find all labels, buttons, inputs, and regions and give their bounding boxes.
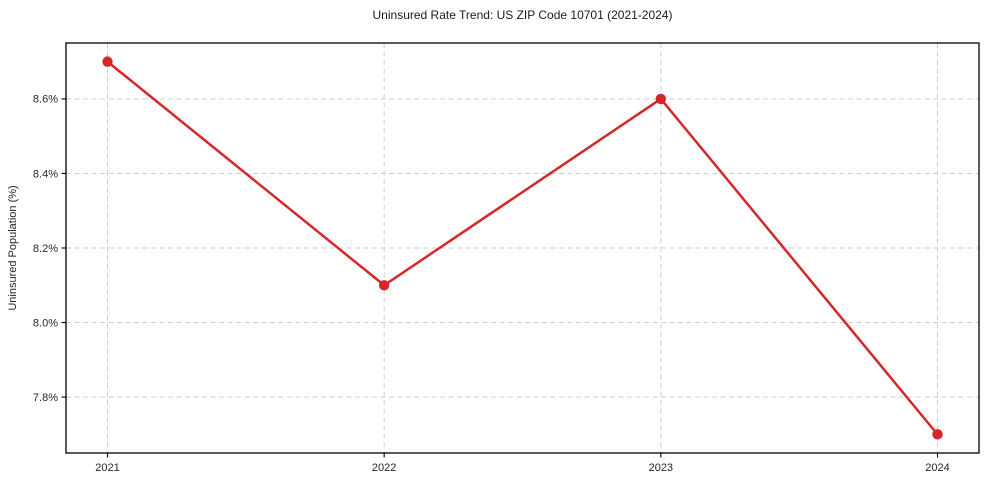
x-tick-label: 2022 <box>372 462 396 474</box>
data-point <box>932 429 943 440</box>
x-tick-label: 2024 <box>925 462 949 474</box>
data-point <box>102 56 113 67</box>
y-tick-label: 8.4% <box>33 168 58 180</box>
x-tick-label: 2023 <box>649 462 673 474</box>
x-tick-label: 2021 <box>95 462 119 474</box>
y-axis-label: Uninsured Population (%) <box>7 185 19 310</box>
y-tick-label: 8.2% <box>33 243 58 255</box>
data-point <box>655 93 667 105</box>
y-tick-label: 7.8% <box>33 392 58 404</box>
trend-line <box>106 60 939 436</box>
chart-title: Uninsured Rate Trend: US ZIP Code 10701 … <box>372 8 673 22</box>
y-tick-label: 8.0% <box>33 317 58 329</box>
y-tick-label: 8.6% <box>33 94 58 106</box>
data-point <box>378 280 390 291</box>
